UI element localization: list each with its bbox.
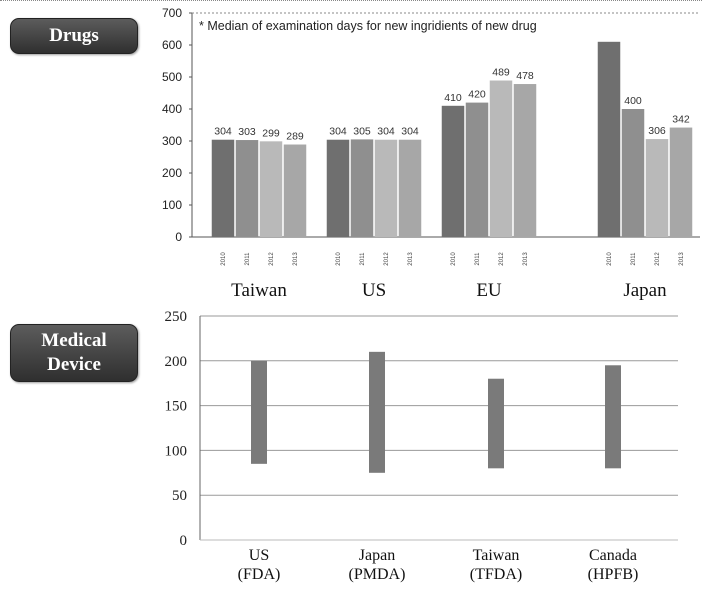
range-bar (488, 378, 504, 469)
drugs-bar-chart: 0 100 200 300 400 500 600 700 * Median of examin… (162, 6, 700, 300)
y-tick-label: 250 (165, 309, 188, 325)
y-tick-label: 150 (165, 399, 188, 415)
bar-eu-2010 (441, 105, 465, 237)
y-tick-label: 200 (165, 354, 188, 370)
top-dotted-border (0, 0, 702, 1)
bar-us-2010 (326, 139, 350, 237)
year-tick-label: 2011 (245, 252, 251, 266)
drugs-badge: Drugs (10, 18, 138, 54)
data-label: 410 (444, 92, 462, 104)
year-tick-label: 2011 (475, 252, 481, 266)
range-bar (605, 365, 621, 469)
category-label: US (362, 280, 386, 300)
y-tick-label: 100 (162, 198, 182, 212)
data-label: 304 (329, 126, 347, 138)
data-label: 303 (238, 126, 256, 138)
data-label: 342 (672, 114, 690, 126)
bar-eu-2013 (513, 84, 537, 237)
year-tick-label: 2010 (451, 252, 457, 266)
category-label: EU (476, 280, 502, 300)
y-tick-label: 700 (162, 6, 182, 20)
data-label: 489 (492, 67, 510, 79)
y-tick-label: 0 (180, 533, 188, 549)
range-bar (251, 360, 267, 464)
y-tick-label: 600 (162, 38, 182, 52)
bar-us-2011 (350, 139, 374, 237)
category-label: Japan (PMDA) (349, 547, 406, 583)
y-tick-label: 400 (162, 102, 182, 116)
category-label: Japan (623, 280, 667, 300)
medical-device-badge: Medical Device (10, 324, 138, 382)
data-label: 306 (648, 125, 666, 137)
bar-japan-2011 (621, 109, 645, 237)
year-tick-label: 2013 (679, 252, 685, 266)
bar-japan-2010 (597, 41, 621, 237)
range-bar (369, 351, 385, 473)
year-tick-label: 2013 (523, 252, 529, 266)
category-label: Taiwan (TFDA) (470, 547, 522, 583)
category-label: US (FDA) (238, 547, 281, 583)
year-tick-label: 2012 (499, 252, 505, 266)
bar-eu-2011 (465, 102, 489, 237)
data-label: 304 (377, 126, 395, 138)
y-tick-label: 300 (162, 134, 182, 148)
y-tick-label: 50 (172, 488, 187, 504)
y-tick-label: 500 (162, 70, 182, 84)
year-tick-label: 2012 (269, 252, 275, 266)
year-tick-label: 2013 (408, 252, 414, 266)
y-tick-label: 100 (165, 443, 188, 459)
year-tick-label: 2013 (293, 252, 299, 266)
bar-taiwan-2010 (211, 139, 235, 237)
year-tick-label: 2010 (336, 252, 342, 266)
data-label: 304 (214, 126, 232, 138)
year-tick-label: 2012 (655, 252, 661, 266)
data-label: 400 (624, 95, 642, 107)
bar-eu-2012 (489, 80, 513, 238)
category-label: Taiwan (231, 280, 287, 300)
data-label: 289 (286, 131, 304, 143)
bar-us-2012 (374, 139, 398, 237)
year-tick-label: 2011 (360, 252, 366, 266)
bar-us-2013 (398, 139, 422, 237)
chart-annotation: * Median of examination days for new ing… (199, 19, 537, 33)
year-tick-label: 2010 (607, 252, 613, 266)
bar-taiwan-2011 (235, 140, 259, 237)
data-label: 478 (516, 70, 534, 82)
year-tick-label: 2011 (631, 252, 637, 266)
y-tick-label: 0 (175, 230, 182, 244)
bar-japan-2013 (669, 127, 693, 237)
data-label: 305 (353, 125, 371, 137)
data-label: 420 (468, 89, 486, 101)
data-label: 304 (401, 126, 419, 138)
category-label: Canada (HPFB) (588, 547, 639, 583)
data-label: 299 (262, 127, 280, 139)
y-tick-label: 200 (162, 166, 182, 180)
bar-japan-2012 (645, 139, 669, 237)
bar-taiwan-2012 (259, 141, 283, 237)
year-tick-label: 2010 (221, 252, 227, 266)
bar-taiwan-2013 (283, 144, 307, 237)
year-tick-label: 2012 (384, 252, 390, 266)
